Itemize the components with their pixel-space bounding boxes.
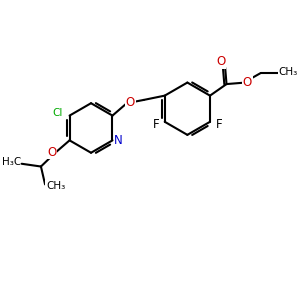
Text: F: F: [153, 118, 159, 131]
Text: N: N: [114, 134, 123, 147]
Text: O: O: [216, 55, 226, 68]
Text: CH₃: CH₃: [279, 67, 298, 77]
Text: O: O: [47, 146, 56, 159]
Text: O: O: [243, 76, 252, 89]
Text: F: F: [215, 118, 222, 131]
Text: O: O: [126, 96, 135, 109]
Text: H₃C: H₃C: [2, 158, 21, 167]
Text: Cl: Cl: [53, 108, 63, 118]
Text: CH₃: CH₃: [46, 181, 65, 191]
